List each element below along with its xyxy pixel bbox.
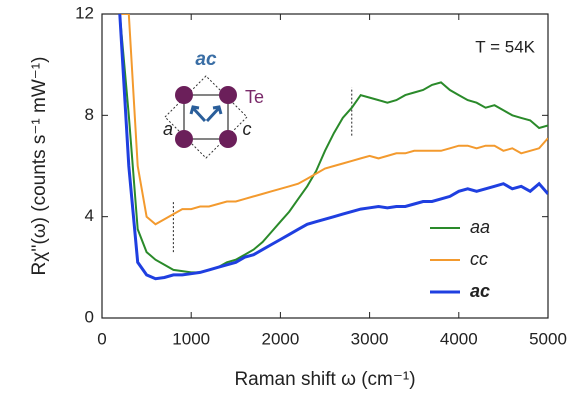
inset: ac Te a c bbox=[163, 49, 264, 159]
axis-c-label: c bbox=[243, 119, 252, 139]
x-tick-label: 5000 bbox=[529, 329, 567, 348]
y-tick-label: 12 bbox=[75, 3, 94, 22]
y-axis-label: Rχ''(ω) (counts s⁻¹ mW⁻¹) bbox=[29, 57, 50, 276]
y-tick-label: 8 bbox=[85, 105, 94, 124]
y-tick-label: 4 bbox=[85, 206, 94, 225]
y-tick-label: 0 bbox=[85, 307, 94, 326]
legend-label: ac bbox=[470, 281, 490, 301]
axis-a-label: a bbox=[163, 119, 173, 139]
x-tick-label: 3000 bbox=[351, 329, 389, 348]
x-tick-label: 1000 bbox=[172, 329, 210, 348]
x-tick-label: 4000 bbox=[440, 329, 478, 348]
series-line bbox=[119, 14, 548, 226]
plot-area bbox=[118, 14, 548, 281]
x-tick-label: 0 bbox=[97, 329, 106, 348]
series-line bbox=[118, 14, 548, 281]
atom-label: Te bbox=[245, 87, 264, 107]
legend-label: aa bbox=[470, 217, 490, 237]
x-tick-label: 2000 bbox=[261, 329, 299, 348]
x-axis-label: Raman shift ω (cm⁻¹) bbox=[234, 369, 415, 390]
plot-frame bbox=[101, 13, 549, 319]
temperature-label: T = 54K bbox=[475, 37, 535, 56]
inset-title: ac bbox=[195, 49, 217, 70]
legend-label: cc bbox=[470, 249, 488, 269]
